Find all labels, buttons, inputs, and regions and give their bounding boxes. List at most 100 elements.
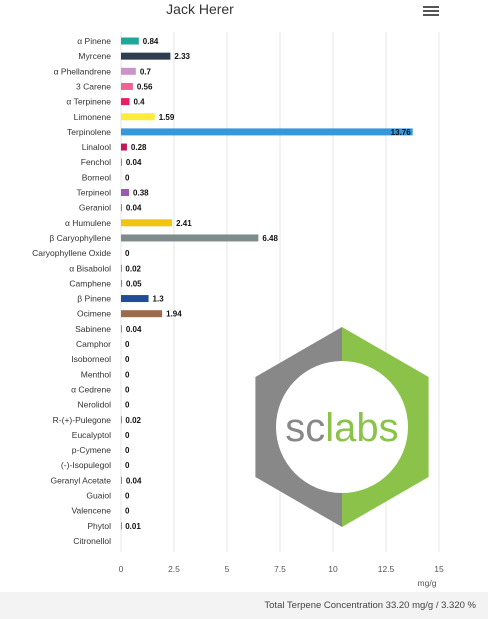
bar bbox=[121, 264, 122, 272]
value-label: 0.04 bbox=[126, 204, 142, 213]
category-label: R-(+)-Pulegone bbox=[53, 415, 112, 425]
category-label: Fenchol bbox=[81, 157, 111, 167]
category-label: Caryophyllene Oxide bbox=[32, 248, 111, 258]
bar bbox=[121, 113, 155, 121]
bar bbox=[121, 219, 173, 227]
value-label: 0 bbox=[125, 446, 130, 455]
value-label: 0 bbox=[125, 401, 130, 410]
value-label: 0.02 bbox=[125, 416, 141, 425]
value-label: 6.48 bbox=[262, 234, 278, 243]
value-label: 1.94 bbox=[166, 310, 182, 319]
bar bbox=[121, 98, 130, 106]
value-label: 0 bbox=[125, 355, 130, 364]
category-label: Sabinene bbox=[75, 324, 111, 334]
value-label: 13.76 bbox=[391, 128, 412, 137]
value-label: 0.02 bbox=[125, 264, 141, 273]
value-label: 0.04 bbox=[126, 158, 142, 167]
sclabs-logo: sclabs bbox=[255, 327, 429, 527]
value-label: 0 bbox=[125, 507, 130, 516]
category-label: Eucalyptol bbox=[72, 430, 111, 440]
chart-title: Jack Herer bbox=[166, 1, 234, 17]
category-label: Nerolidol bbox=[77, 400, 111, 410]
x-tick-label: 10 bbox=[328, 564, 338, 574]
bar bbox=[121, 279, 123, 287]
value-label: 0.28 bbox=[131, 143, 147, 152]
category-label: β Pinene bbox=[77, 294, 111, 304]
value-label: 0 bbox=[125, 461, 130, 470]
value-label: 0 bbox=[125, 249, 130, 258]
category-label: Limonene bbox=[74, 112, 112, 122]
bar bbox=[121, 325, 122, 333]
category-label: Terpineol bbox=[77, 188, 112, 198]
x-tick-labels: 0 2.5 5 7.5 10 12.5 15 bbox=[119, 564, 444, 574]
x-tick-label: 0 bbox=[119, 564, 124, 574]
category-labels: α Pinene Myrcene α Phellandrene 3 Carene α T… bbox=[32, 36, 111, 546]
category-label: Linalool bbox=[82, 142, 111, 152]
logo-text-labs: labs bbox=[325, 406, 398, 450]
value-label: 0.38 bbox=[133, 189, 149, 198]
bar bbox=[121, 158, 122, 166]
value-label: 1.3 bbox=[153, 295, 165, 304]
footer-bar bbox=[0, 592, 488, 619]
bar bbox=[121, 310, 163, 318]
value-labels: 0.842.330.70.560.41.5913.760.280.0400.38… bbox=[125, 37, 411, 531]
x-tick-label: 2.5 bbox=[168, 564, 180, 574]
bar bbox=[121, 189, 130, 196]
category-label: 3 Carene bbox=[76, 81, 111, 91]
category-label: α Bisabolol bbox=[69, 263, 111, 273]
logo-text: sclabs bbox=[285, 406, 398, 450]
value-label: 2.33 bbox=[174, 52, 190, 61]
category-label: Borneol bbox=[82, 172, 111, 182]
category-label: Geranyl Acetate bbox=[51, 475, 112, 485]
logo-inner-circle bbox=[276, 361, 408, 493]
x-tick-label: 15 bbox=[434, 564, 444, 574]
value-label: 0.01 bbox=[125, 522, 141, 531]
category-label: Citronellol bbox=[73, 536, 111, 546]
bar bbox=[121, 37, 139, 45]
category-label: β Caryophyllene bbox=[49, 233, 111, 243]
chart-menu-button[interactable] bbox=[422, 4, 440, 20]
hamburger-icon-line bbox=[423, 10, 439, 12]
category-label: Isoborneol bbox=[71, 354, 111, 364]
bar bbox=[121, 67, 136, 75]
bar bbox=[121, 476, 122, 484]
value-label: 0 bbox=[125, 431, 130, 440]
bar bbox=[121, 143, 127, 151]
value-label: 0.04 bbox=[126, 325, 142, 334]
bars bbox=[121, 37, 413, 530]
category-label: Phytol bbox=[87, 521, 111, 531]
category-label: α Pinene bbox=[77, 36, 111, 46]
value-label: 0.56 bbox=[137, 82, 153, 91]
x-tick-label: 7.5 bbox=[274, 564, 286, 574]
bar bbox=[121, 52, 171, 60]
hamburger-icon-line bbox=[423, 6, 439, 8]
category-label: α Phellandrene bbox=[54, 66, 112, 76]
total-terpene-concentration: Total Terpene Concentration 33.20 mg/g /… bbox=[264, 600, 476, 611]
value-label: 1.59 bbox=[159, 113, 175, 122]
category-label: Guaiol bbox=[86, 491, 111, 501]
bar bbox=[121, 295, 149, 303]
category-label: Menthol bbox=[81, 369, 111, 379]
hamburger-icon-line bbox=[423, 14, 439, 16]
x-tick-label: 5 bbox=[225, 564, 230, 574]
value-label: 0.04 bbox=[126, 476, 142, 485]
logo-text-sc: sc bbox=[285, 406, 325, 450]
value-label: 0.4 bbox=[133, 98, 145, 107]
category-label: Terpinolene bbox=[67, 127, 111, 137]
category-label: Camphor bbox=[76, 339, 111, 349]
x-axis-label: mg/g bbox=[418, 578, 437, 588]
category-label: Myrcene bbox=[78, 51, 111, 61]
bar bbox=[121, 82, 133, 90]
bar bbox=[121, 416, 122, 424]
value-label: 0 bbox=[125, 385, 130, 394]
value-label: 0 bbox=[125, 340, 130, 349]
grid-lines bbox=[120, 32, 440, 552]
category-label: α Cedrene bbox=[71, 384, 111, 394]
value-label: 0 bbox=[125, 173, 130, 182]
value-label: 0.84 bbox=[143, 37, 159, 46]
category-label: Geraniol bbox=[79, 203, 111, 213]
category-label: p-Cymene bbox=[72, 445, 111, 455]
bar bbox=[121, 204, 122, 212]
category-label: α Terpinene bbox=[66, 97, 111, 107]
